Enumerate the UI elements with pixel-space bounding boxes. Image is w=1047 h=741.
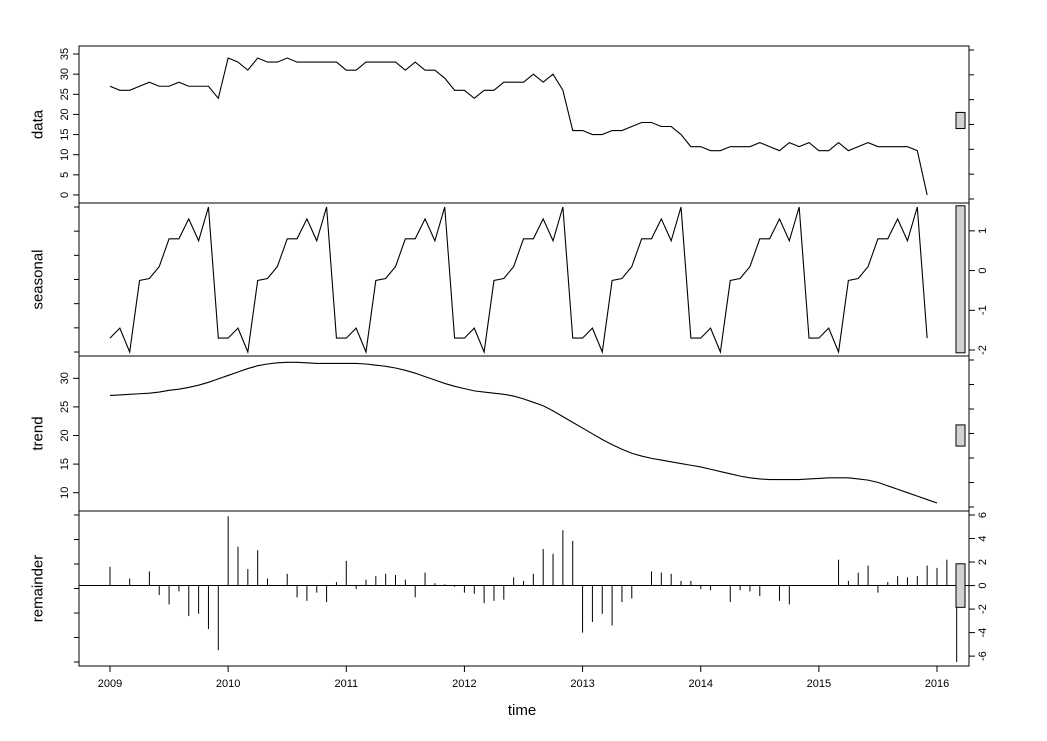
x-tick-label: 2009 (98, 678, 122, 690)
y-tick-label: 6 (977, 512, 989, 518)
y-tick-label: 20 (59, 108, 71, 120)
y-tick-label: 2 (977, 559, 989, 565)
panel-frame (78, 355, 970, 512)
range-bar-seasonal (955, 205, 966, 354)
y-tick-label: 30 (59, 68, 71, 80)
panel-trend: 10 15 20 25 30 trend (30, 355, 974, 512)
y-tick-label: 0 (977, 582, 989, 588)
y-tick-label: 10 (59, 487, 71, 499)
x-tick-label: 2013 (570, 678, 594, 690)
x-tick-label: 2016 (925, 678, 949, 690)
panel-frame (78, 510, 970, 667)
seasonal-series-line (109, 206, 928, 355)
y-tick-label: -1 (977, 305, 989, 315)
panel-data: 0 5 10 15 20 25 30 35 data (30, 45, 974, 204)
y-tick-label: 25 (59, 88, 71, 100)
x-tick-label: 2012 (452, 678, 476, 690)
y-tick-label: 5 (59, 172, 71, 178)
y-tick-label: -2 (977, 345, 989, 355)
x-axis: 2009 2010 2011 2012 2013 2014 2015 2016 (98, 666, 949, 690)
panel-label-trend: trend (30, 416, 47, 450)
y-tick-label: 15 (59, 128, 71, 140)
panel-label-data: data (30, 109, 47, 139)
y-tick-label: 0 (59, 192, 71, 198)
panel-label-seasonal: seasonal (30, 249, 47, 309)
x-tick-label: 2010 (216, 678, 240, 690)
panel-remainder: -6 -4 -2 0 2 4 6 remainder (30, 510, 989, 667)
y-tick-label: 1 (977, 228, 989, 234)
trend-series-line (109, 361, 938, 504)
panel-frame (78, 45, 970, 204)
y-tick-label: -2 (977, 604, 989, 614)
y-tick-label: -6 (977, 651, 989, 661)
y-tick-label: 35 (59, 48, 71, 60)
y-tick-label: 4 (977, 535, 989, 541)
y-tick-label: 20 (59, 429, 71, 441)
y-tick-label: 10 (59, 149, 71, 161)
panel-label-remainder: remainder (30, 555, 47, 623)
y-tick-label: 0 (977, 267, 989, 273)
panel-frame (78, 202, 970, 357)
y-tick-label: 30 (59, 372, 71, 384)
data-series-line (109, 57, 928, 196)
range-bar-trend (955, 424, 966, 447)
x-tick-label: 2011 (334, 678, 358, 690)
x-axis-title: time (508, 702, 536, 719)
y-tick-label: 25 (59, 401, 71, 413)
range-bar-data (955, 111, 966, 130)
y-tick-label: -4 (977, 628, 989, 638)
panel-seasonal: -2 -1 0 1 seasonal (30, 202, 989, 357)
x-tick-label: 2015 (807, 678, 831, 690)
range-bar-remainder (955, 563, 966, 608)
y-tick-label: 15 (59, 458, 71, 470)
x-tick-label: 2014 (688, 678, 712, 690)
panels: 05101520253035data-2-101seasonal10152025… (30, 45, 989, 667)
